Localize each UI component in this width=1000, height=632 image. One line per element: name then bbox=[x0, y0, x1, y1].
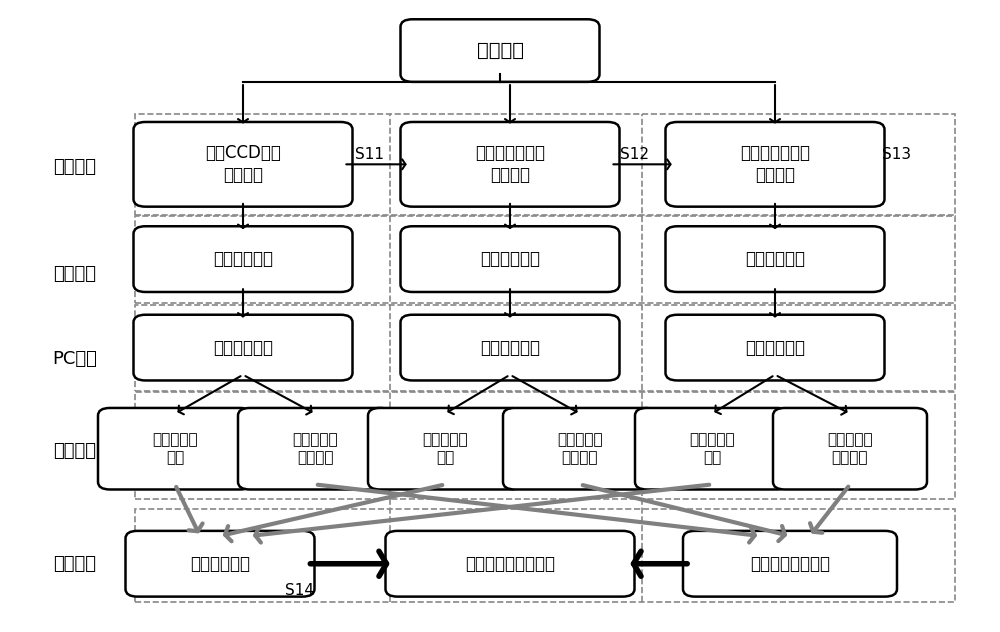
FancyBboxPatch shape bbox=[400, 19, 599, 82]
FancyBboxPatch shape bbox=[400, 226, 619, 292]
Text: 内部缺陷的
空间分布: 内部缺陷的 空间分布 bbox=[827, 432, 873, 466]
Text: 超声信号处理: 超声信号处理 bbox=[745, 339, 805, 356]
Text: 获取指定位置的
超声信号: 获取指定位置的 超声信号 bbox=[740, 144, 810, 185]
FancyBboxPatch shape bbox=[666, 226, 885, 292]
Bar bbox=[135, 114, 955, 215]
FancyBboxPatch shape bbox=[683, 531, 897, 597]
Bar bbox=[135, 509, 955, 602]
FancyBboxPatch shape bbox=[400, 315, 619, 380]
Text: 缺陷类型修正: 缺陷类型修正 bbox=[190, 555, 250, 573]
FancyBboxPatch shape bbox=[98, 408, 252, 489]
Text: 光声信号采样: 光声信号采样 bbox=[480, 250, 540, 268]
Bar bbox=[135, 305, 955, 391]
FancyBboxPatch shape bbox=[126, 531, 314, 597]
FancyBboxPatch shape bbox=[386, 531, 635, 597]
Text: 缺陷空间分布修正: 缺陷空间分布修正 bbox=[750, 555, 830, 573]
FancyBboxPatch shape bbox=[666, 122, 885, 207]
Text: PC处理: PC处理 bbox=[53, 350, 97, 368]
Text: 高铁钢轨: 高铁钢轨 bbox=[477, 41, 524, 60]
FancyBboxPatch shape bbox=[503, 408, 657, 489]
Text: 获取指定位置的
光声信号: 获取指定位置的 光声信号 bbox=[475, 144, 545, 185]
FancyBboxPatch shape bbox=[133, 226, 352, 292]
Text: S12: S12 bbox=[620, 147, 649, 162]
Text: 使用CCD获取
光学信号: 使用CCD获取 光学信号 bbox=[205, 144, 281, 185]
Text: 光学信号采样: 光学信号采样 bbox=[213, 250, 273, 268]
Text: 浅层缺陷的
类型: 浅层缺陷的 类型 bbox=[422, 432, 468, 466]
Text: 信号采样: 信号采样 bbox=[54, 265, 96, 283]
FancyBboxPatch shape bbox=[368, 408, 522, 489]
FancyBboxPatch shape bbox=[133, 122, 352, 207]
Text: 表面缺陷的
空间分布: 表面缺陷的 空间分布 bbox=[292, 432, 338, 466]
Text: S13: S13 bbox=[882, 147, 911, 162]
Text: 高铁钢轨的三维重建: 高铁钢轨的三维重建 bbox=[465, 555, 555, 573]
Bar bbox=[135, 216, 955, 303]
Text: 缺陷信息: 缺陷信息 bbox=[54, 442, 96, 459]
Text: 浅层缺陷的
空间分布: 浅层缺陷的 空间分布 bbox=[557, 432, 603, 466]
Text: 信息融合: 信息融合 bbox=[54, 555, 96, 573]
Text: 表面缺陷的
类型: 表面缺陷的 类型 bbox=[152, 432, 198, 466]
FancyBboxPatch shape bbox=[238, 408, 392, 489]
FancyBboxPatch shape bbox=[773, 408, 927, 489]
FancyBboxPatch shape bbox=[635, 408, 789, 489]
FancyBboxPatch shape bbox=[133, 315, 352, 380]
FancyBboxPatch shape bbox=[666, 315, 885, 380]
Text: 超声信号采样: 超声信号采样 bbox=[745, 250, 805, 268]
Text: 光声信号处理: 光声信号处理 bbox=[480, 339, 540, 356]
FancyBboxPatch shape bbox=[400, 122, 619, 207]
Text: S11: S11 bbox=[355, 147, 384, 162]
Text: 内部缺陷的
类型: 内部缺陷的 类型 bbox=[689, 432, 735, 466]
Text: 光学信号处理: 光学信号处理 bbox=[213, 339, 273, 356]
Bar bbox=[135, 392, 955, 499]
Text: S14: S14 bbox=[285, 583, 314, 598]
Text: 信号获取: 信号获取 bbox=[54, 159, 96, 176]
